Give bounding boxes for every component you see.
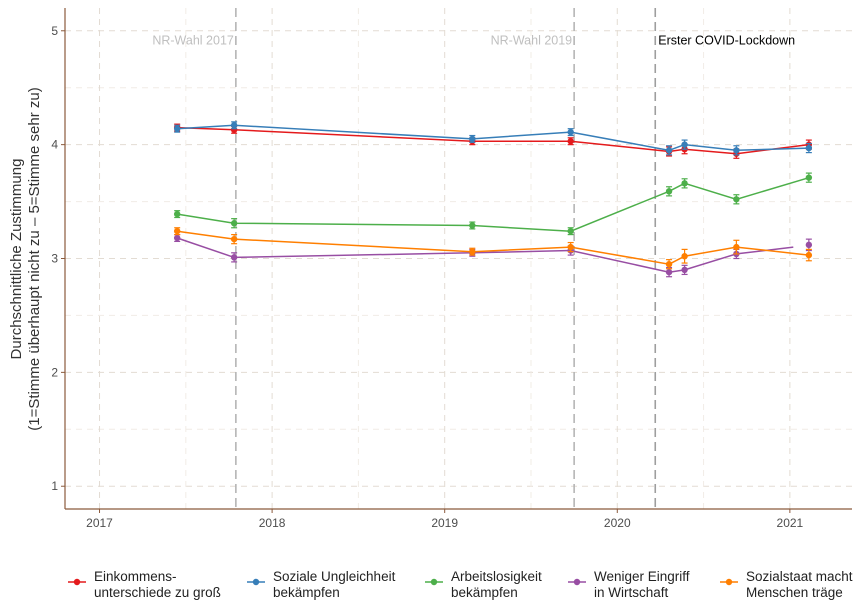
y-axis-label-line-2: (1=Stimme überhaupt nicht zu – 5=Stimme … [26, 87, 43, 431]
series-4-point-7 [805, 251, 813, 259]
series-3-line [176, 237, 794, 273]
x-tick-label-1: 2018 [259, 516, 286, 530]
legend-label-2-0: Arbeitslosigkeit [451, 569, 542, 584]
series-4-point-1 [230, 235, 238, 243]
x-tick-label-2: 2019 [431, 516, 458, 530]
event-label-2: Erster COVID-Lockdown [658, 33, 795, 47]
series-3-point-7 [805, 241, 813, 249]
event-label-1: NR-Wahl 2019 [491, 33, 573, 47]
y-tick-label-3: 4 [51, 138, 58, 152]
series-2-point-2 [469, 222, 476, 229]
series-4-point-2 [469, 248, 476, 255]
series-1-line [177, 124, 809, 152]
series-2-line [177, 176, 810, 232]
legend-label-4-0: Sozialstaat macht [746, 569, 853, 584]
y-tick-label-4: 5 [51, 24, 58, 38]
series-1-point-5 [681, 141, 688, 148]
series-2-point-6 [733, 196, 740, 203]
series-4-point-5 [681, 253, 688, 260]
series-4-point-6 [733, 243, 740, 251]
series-4-line [177, 230, 809, 265]
legend-label-0-1: unterschiede zu groß [94, 585, 221, 600]
series-2 [173, 172, 813, 236]
legend-key-point-0 [73, 578, 81, 586]
legend-key-point-1 [252, 578, 260, 586]
legend-key-point-3 [573, 578, 581, 586]
y-tick-label-1: 2 [51, 365, 58, 379]
event-markers: NR-Wahl 2017 NR-Wahl 2019 Erster COVID-Loc… [152, 8, 795, 509]
series-1-point-0 [173, 125, 181, 132]
series-2-point-4 [665, 188, 673, 195]
legend-label-3-0: Weniger Eingriff [594, 569, 690, 584]
series-4 [173, 227, 813, 270]
legend-label-1-1: bekämpfen [273, 585, 340, 600]
legend-key-point-2 [430, 578, 438, 586]
series-2-point-5 [681, 180, 688, 187]
series-1-point-2 [469, 135, 476, 143]
legend-label-4-1: Menschen träge [746, 585, 843, 600]
legend: Einkommens-unterschiede zu groß Soziale U… [68, 569, 853, 600]
y-tick-label-0: 1 [51, 479, 58, 493]
legend-label-0-0: Einkommens- [94, 569, 177, 584]
series-2-point-0 [173, 210, 181, 218]
x-tick-label-4: 2021 [777, 516, 804, 530]
series-1-point-1 [230, 122, 238, 129]
x-tick-label-0: 2017 [86, 516, 113, 530]
tick-labels: 1 2 3 4 5 2017 2018 2019 2020 2021 [51, 24, 803, 530]
series-4-point-4 [665, 260, 673, 268]
legend-item-0: Einkommens-unterschiede zu groß [68, 569, 221, 600]
series-1-point-4 [665, 147, 673, 154]
y-axis-label-line-1: Durchschnittliche Zustimmung [8, 159, 25, 360]
series-3-point-5 [681, 266, 688, 274]
legend-key-point-4 [725, 578, 733, 586]
series-4-point-0 [173, 227, 181, 235]
series-1 [173, 121, 813, 156]
series-0-line [177, 126, 809, 155]
series-1-point-6 [733, 147, 740, 154]
series-0 [173, 123, 813, 159]
series-2-point-1 [230, 220, 238, 227]
series-3-point-0 [173, 234, 181, 242]
series [173, 121, 813, 278]
series-4-point-3 [567, 243, 574, 251]
event-label-0: NR-Wahl 2017 [152, 33, 234, 47]
series-3-point-4 [665, 268, 673, 276]
legend-label-2-1: bekämpfen [451, 585, 518, 600]
series-0-point-3 [567, 138, 574, 145]
series-3-point-1 [230, 254, 238, 261]
series-1-point-3 [567, 128, 574, 136]
legend-label-3-1: in Wirtschaft [594, 585, 669, 600]
series-1-point-7 [805, 144, 813, 152]
legend-label-1-0: Soziale Ungleichheit [273, 569, 396, 584]
series-2-point-3 [567, 227, 574, 235]
y-tick-label-2: 3 [51, 252, 58, 266]
series-2-point-7 [805, 174, 813, 181]
x-tick-label-3: 2020 [604, 516, 631, 530]
